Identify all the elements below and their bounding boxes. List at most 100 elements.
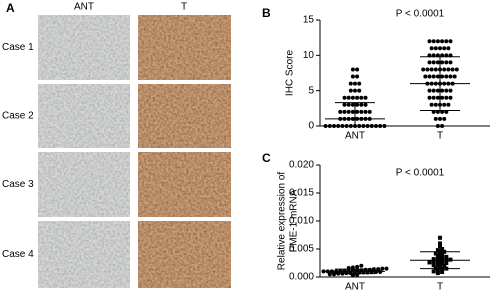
data-point — [438, 46, 442, 51]
data-point — [346, 102, 351, 107]
data-point — [382, 124, 387, 128]
data-point — [357, 88, 362, 93]
data-point — [336, 124, 341, 128]
y-tick-label: 0.020 — [289, 160, 314, 171]
data-point — [440, 39, 445, 44]
data-point — [431, 88, 436, 93]
data-point — [350, 67, 355, 72]
data-point — [444, 95, 449, 100]
data-point — [442, 116, 447, 121]
data-point — [440, 269, 445, 274]
data-point — [442, 263, 447, 268]
column-header: ANT — [74, 2, 94, 13]
micrograph-texture — [138, 84, 231, 148]
x-tick-label: T — [437, 282, 443, 293]
y-tick-label: 5 — [308, 85, 314, 96]
data-point — [350, 102, 355, 107]
data-point — [440, 267, 445, 272]
data-point — [342, 102, 347, 107]
data-point — [342, 95, 347, 100]
panel-label: A — [6, 1, 15, 15]
data-point — [425, 67, 430, 72]
data-point — [355, 74, 360, 79]
data-point — [355, 95, 360, 100]
data-point — [353, 81, 357, 86]
data-point — [380, 266, 385, 271]
data-point — [429, 102, 434, 107]
data-point — [421, 67, 426, 72]
data-point — [433, 67, 438, 72]
row-label: Case 1 — [2, 42, 34, 53]
data-point — [374, 124, 378, 128]
data-point — [355, 102, 360, 107]
y-tick-label: 0.010 — [289, 216, 314, 227]
data-point — [359, 263, 364, 268]
data-point — [321, 269, 326, 274]
data-point — [327, 272, 332, 277]
y-tick-label: 15 — [303, 15, 315, 26]
data-point — [338, 109, 343, 114]
data-point — [355, 264, 360, 269]
data-point — [444, 254, 449, 259]
data-point — [355, 109, 360, 114]
row-label: Case 3 — [2, 179, 34, 190]
data-point — [440, 60, 445, 65]
y-axis-label: PME-1 mRNA — [289, 189, 300, 252]
data-point — [440, 74, 445, 79]
data-point — [442, 102, 447, 107]
data-point — [431, 257, 436, 262]
data-point — [431, 269, 436, 274]
row-label: Case 4 — [2, 249, 34, 260]
data-point — [442, 67, 447, 72]
data-point — [342, 109, 347, 114]
data-point — [350, 74, 355, 79]
data-point — [438, 241, 442, 246]
data-point — [442, 46, 447, 51]
data-point — [448, 60, 453, 65]
data-point — [435, 39, 440, 44]
data-point — [346, 109, 351, 114]
data-point — [429, 46, 434, 51]
data-point — [350, 273, 355, 278]
data-point — [427, 88, 432, 93]
data-point — [348, 124, 353, 128]
micrograph-texture — [38, 221, 130, 288]
data-point — [448, 88, 453, 93]
data-point — [433, 46, 438, 51]
data-point — [435, 256, 440, 261]
data-point — [369, 124, 374, 128]
data-point — [448, 95, 453, 100]
data-point — [435, 60, 440, 65]
data-point — [435, 259, 440, 264]
micrograph-texture — [38, 152, 130, 217]
data-point — [438, 235, 442, 240]
data-point — [446, 46, 451, 51]
data-point — [435, 268, 440, 273]
data-point — [431, 74, 436, 79]
data-point — [357, 81, 362, 86]
data-point — [433, 266, 438, 271]
data-point — [431, 263, 436, 268]
data-point — [444, 88, 449, 93]
micrograph-texture — [38, 84, 130, 148]
data-point — [438, 116, 442, 121]
data-point — [446, 102, 451, 107]
data-point — [444, 60, 449, 65]
y-tick-label: 0.005 — [289, 244, 314, 255]
data-point — [359, 109, 364, 114]
data-point — [365, 124, 370, 128]
data-point — [357, 124, 362, 128]
column-header: T — [181, 2, 187, 13]
data-point — [359, 102, 364, 107]
data-point — [376, 267, 381, 272]
data-point — [435, 88, 440, 93]
y-tick-label: 0.000 — [289, 272, 314, 283]
panel-label: B — [262, 6, 271, 20]
data-point — [435, 95, 440, 100]
data-point — [454, 67, 459, 72]
data-point — [448, 74, 453, 79]
data-point — [435, 262, 440, 267]
data-point — [378, 269, 383, 274]
panel-label: C — [262, 151, 271, 165]
